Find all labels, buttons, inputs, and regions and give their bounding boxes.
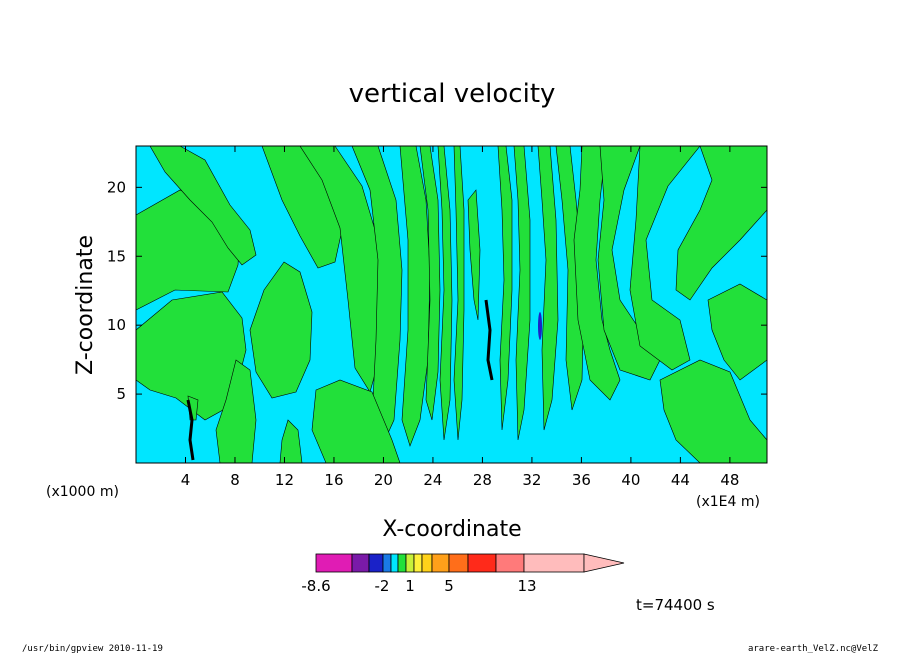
contour-band xyxy=(437,145,453,441)
colorbar-swatch xyxy=(351,553,370,573)
contour-cluster xyxy=(186,399,195,461)
contour-band xyxy=(707,283,768,381)
x-tick-label: 28 xyxy=(473,471,492,489)
x-tick-label: 8 xyxy=(230,471,240,489)
contour-band xyxy=(537,145,559,431)
colorbar-swatch xyxy=(382,553,392,573)
x-axis-ticks: 4 8 12 16 20 24 28 32 36 40 44 48 xyxy=(181,146,739,489)
colorbar-extend-arrow xyxy=(583,553,625,573)
y-tick-label: 15 xyxy=(107,247,126,265)
x-tick-label: 48 xyxy=(720,471,739,489)
contour-band xyxy=(513,145,531,441)
contour-band xyxy=(351,145,403,443)
contour-band xyxy=(249,261,313,399)
contour-band xyxy=(555,145,585,411)
x-tick-label: 32 xyxy=(522,471,541,489)
colorbar-label: -2 xyxy=(375,577,390,595)
colorbar-label: -8.6 xyxy=(301,577,330,595)
x-tick-label: 24 xyxy=(423,471,442,489)
contour-field xyxy=(135,145,768,464)
contour-cluster xyxy=(484,299,494,381)
x-axis-label: X-coordinate xyxy=(382,517,521,542)
colorbar-swatch xyxy=(523,553,585,573)
colorbar-swatch xyxy=(421,553,433,573)
colorbar-label: 13 xyxy=(517,577,536,595)
x-tick-label: 20 xyxy=(374,471,393,489)
plot-frame xyxy=(135,145,768,464)
y-tick-label: 10 xyxy=(107,316,126,334)
footer-left: /usr/bin/gpview 2010-11-19 xyxy=(22,644,163,654)
x-tick-label: 12 xyxy=(275,471,294,489)
contour-band xyxy=(573,145,621,401)
colorbar-label: 5 xyxy=(444,577,454,595)
y-tick-label: 5 xyxy=(116,385,126,403)
colorbar-swatch xyxy=(431,553,450,573)
x-tick-label: 40 xyxy=(621,471,640,489)
colorbar-swatch xyxy=(405,553,415,573)
x-unit-right: (x1E4 m) xyxy=(696,494,760,510)
colorbar-swatch xyxy=(390,553,399,573)
y-axis-label: Z-coordinate xyxy=(73,235,98,375)
colorbar-swatch xyxy=(495,553,525,573)
chart-title: vertical velocity xyxy=(349,79,556,109)
contour-band xyxy=(453,145,465,441)
contour-band xyxy=(149,145,257,266)
contour-band xyxy=(311,379,401,464)
time-label: t=74400 s xyxy=(636,596,715,614)
x-tick-label: 4 xyxy=(181,471,191,489)
colorbar-label: 1 xyxy=(405,577,415,595)
x-tick-label: 44 xyxy=(671,471,690,489)
x-tick-label: 16 xyxy=(324,471,343,489)
negative-core xyxy=(538,312,542,340)
colorbar-swatch xyxy=(397,553,407,573)
contour-band xyxy=(497,145,513,431)
colorbar-swatch xyxy=(413,553,423,573)
colorbar xyxy=(315,553,625,573)
colorbar-swatch xyxy=(448,553,469,573)
contour-band xyxy=(467,189,481,321)
contour-band xyxy=(419,145,441,421)
x-tick-label: 36 xyxy=(572,471,591,489)
y-axis-ticks: 5 10 15 20 xyxy=(107,178,767,403)
y-tick-label: 20 xyxy=(107,178,126,196)
contour-band xyxy=(399,145,431,447)
x-unit-left: (x1000 m) xyxy=(46,484,119,500)
colorbar-swatch xyxy=(368,553,384,573)
footer-right: arare-earth_VelZ.nc@VelZ xyxy=(748,644,879,654)
colorbar-labels: -8.6 -2 1 5 13 xyxy=(301,577,536,595)
colorbar-swatch xyxy=(315,553,353,573)
contour-band xyxy=(629,145,701,371)
colorbar-swatch xyxy=(467,553,497,573)
